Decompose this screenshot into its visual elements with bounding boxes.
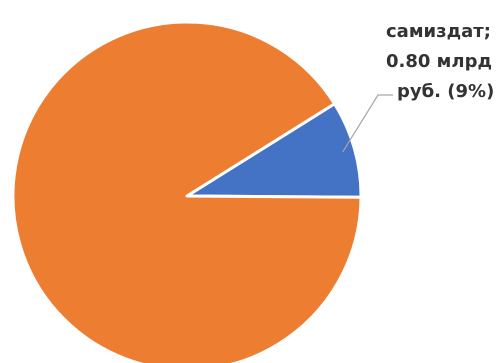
label-leader-line — [342, 94, 393, 153]
pie-slice-samizdat — [185, 102, 363, 199]
data-label-line-1: самиздат; — [386, 21, 491, 42]
pie-data-labels: самиздат; 0.80 млрд руб. (9%) — [342, 21, 494, 153]
pie-slices — [11, 20, 363, 363]
pie-slice-other — [11, 20, 363, 363]
data-label-line-2: 0.80 млрд — [386, 51, 492, 72]
data-label-line-3: руб. (9%) — [397, 81, 494, 102]
